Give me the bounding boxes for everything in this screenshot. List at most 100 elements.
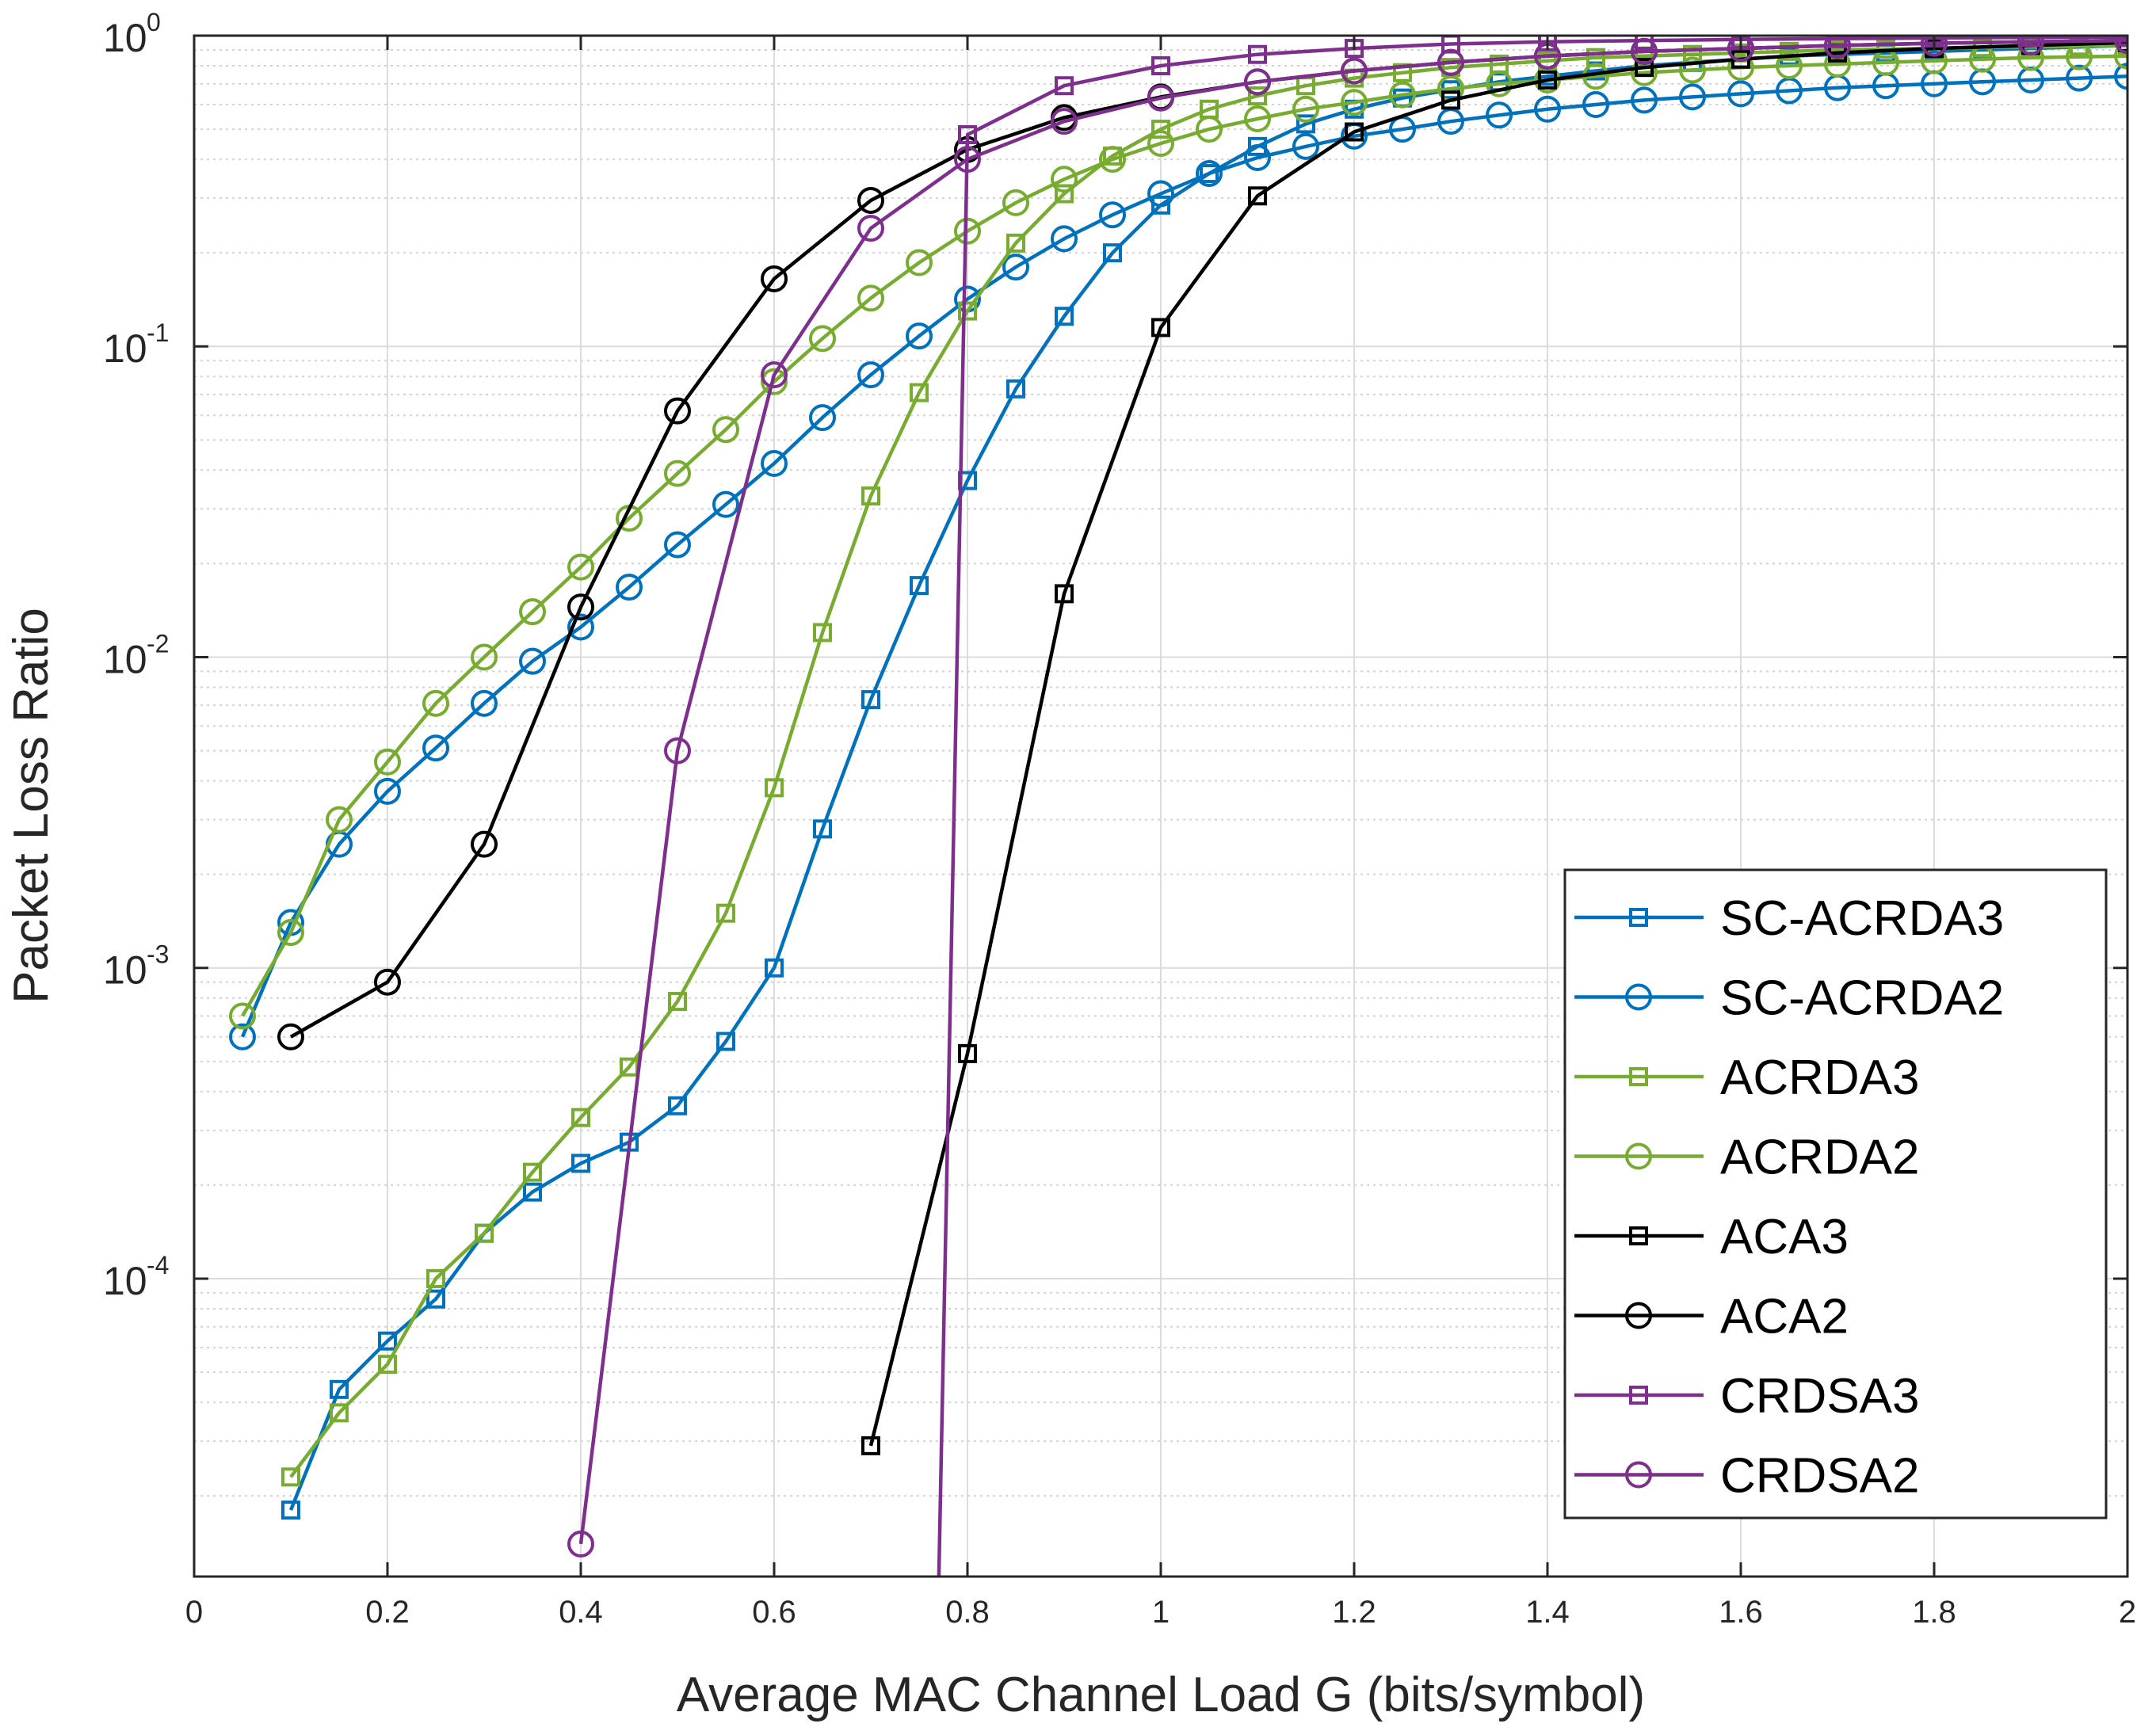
data-point-marker	[567, 553, 594, 581]
legend-label: CRDSA2	[1720, 1449, 1920, 1504]
data-point-marker	[1631, 86, 1658, 114]
y-tick-exponent: -1	[147, 318, 169, 347]
series-line-sc-acrda2	[240, 74, 2127, 1038]
legend-item-acrda2: ACRDA2	[1574, 1131, 1920, 1185]
data-point-marker	[857, 186, 884, 214]
x-tick-label: 0.8	[945, 1595, 990, 1630]
data-point-marker	[1055, 307, 1074, 326]
data-point-marker	[1244, 105, 1271, 132]
y-tick-exponent: 0	[147, 8, 161, 36]
data-point-marker	[761, 265, 788, 292]
data-point-marker	[1534, 95, 1561, 123]
data-point-marker	[471, 830, 498, 858]
legend-item-acrda3: ACRDA3	[1574, 1051, 1920, 1105]
data-point-marker	[1824, 36, 1851, 59]
data-point-marker	[1151, 120, 1170, 139]
x-tick-label: 1.6	[1719, 1595, 1763, 1630]
y-axis-label: Packet Loss Ratio	[4, 608, 59, 1004]
data-point-marker	[765, 958, 784, 978]
data-point-marker	[475, 1223, 494, 1243]
data-point-marker	[861, 690, 880, 710]
series-line-crdsa3	[937, 36, 2127, 1577]
data-point-marker	[523, 1162, 542, 1182]
data-point-marker	[2114, 42, 2127, 70]
data-point-marker	[426, 1289, 445, 1309]
data-point-marker	[1055, 76, 1074, 96]
data-point-marker	[668, 992, 687, 1012]
data-point-marker	[712, 416, 739, 444]
data-point-marker	[374, 968, 401, 996]
data-point-marker	[1393, 63, 1412, 82]
x-tick-label: 1.2	[1332, 1595, 1376, 1630]
legend-item-sc-acrda2: SC-ACRDA2	[1574, 971, 2004, 1026]
data-point-marker	[1679, 83, 1706, 111]
data-point-marker	[1055, 184, 1074, 204]
data-point-marker	[1147, 130, 1174, 158]
data-point-marker	[1196, 116, 1223, 143]
data-point-marker	[1625, 1461, 1652, 1489]
data-point-marker	[1625, 1302, 1652, 1329]
data-point-marker	[1200, 164, 1219, 184]
data-point-marker	[861, 1436, 880, 1455]
data-point-marker	[2021, 36, 2040, 48]
data-point-marker	[422, 689, 449, 717]
series-layer	[229, 36, 2127, 1577]
series-line-acrda2	[241, 54, 2127, 1017]
x-tick-label: 1.8	[1912, 1595, 1956, 1630]
series-crdsa2	[567, 36, 2127, 1558]
legend-label: CRDSA3	[1720, 1369, 1920, 1424]
data-point-marker	[1147, 84, 1174, 112]
data-point-marker	[1629, 908, 1648, 927]
y-tick-exponent: -3	[147, 940, 169, 969]
data-point-marker	[813, 623, 832, 643]
data-point-marker	[1103, 243, 1122, 263]
legend-label: ACRDA3	[1720, 1051, 1920, 1105]
data-point-marker	[761, 361, 788, 389]
data-point-marker	[1631, 37, 1658, 65]
data-point-marker	[1099, 146, 1126, 174]
data-point-marker	[716, 1031, 735, 1051]
series-acrda2	[229, 42, 2127, 1030]
data-point-marker	[1727, 54, 1754, 82]
data-point-marker	[1147, 180, 1174, 208]
series-aca3	[861, 36, 2127, 1455]
data-point-marker	[861, 486, 880, 506]
data-point-marker	[1727, 80, 1754, 108]
data-point-marker	[1151, 318, 1170, 337]
data-point-marker	[1635, 36, 1654, 51]
y-tick-exponent: -2	[147, 629, 169, 658]
data-point-marker	[330, 1379, 349, 1399]
y-tick-label: 10 -1	[103, 318, 169, 371]
data-point-marker	[519, 598, 546, 626]
data-point-marker	[1629, 1067, 1648, 1086]
x-tick-label: 0.2	[365, 1595, 410, 1630]
data-point-marker	[571, 1153, 590, 1173]
data-point-marker	[374, 748, 401, 776]
x-axis-label: Average MAC Channel Load G (bits/symbol)	[677, 1668, 1645, 1722]
data-point-marker	[523, 1182, 542, 1202]
legend-label: ACA3	[1720, 1210, 1849, 1264]
data-point-marker	[281, 1500, 300, 1520]
data-point-marker	[277, 919, 304, 947]
data-point-marker	[1248, 44, 1267, 64]
legend: SC-ACRDA3 SC-ACRDA2 ACRDA3 ACRDA2 ACA3 ACA2 CR…	[1563, 868, 2108, 1520]
data-point-marker	[571, 1108, 590, 1127]
legend-item-crdsa2: CRDSA2	[1574, 1449, 1920, 1504]
data-point-marker	[1538, 70, 1557, 90]
data-point-marker	[1292, 95, 1319, 123]
legend-item-sc-acrda3: SC-ACRDA3	[1574, 891, 2004, 946]
data-point-marker	[1002, 189, 1029, 216]
data-point-marker	[1296, 114, 1315, 134]
data-point-marker	[958, 125, 977, 145]
data-point-marker	[1679, 56, 1706, 84]
data-point-marker	[616, 574, 643, 601]
data-point-marker	[1244, 143, 1271, 171]
data-point-marker	[2114, 63, 2127, 90]
legend-item-aca3: ACA3	[1574, 1210, 1849, 1264]
data-point-marker	[2118, 36, 2127, 47]
data-point-marker	[1292, 132, 1319, 160]
data-point-marker	[1341, 89, 1368, 116]
data-point-marker	[857, 284, 884, 312]
data-point-marker	[1635, 58, 1654, 78]
